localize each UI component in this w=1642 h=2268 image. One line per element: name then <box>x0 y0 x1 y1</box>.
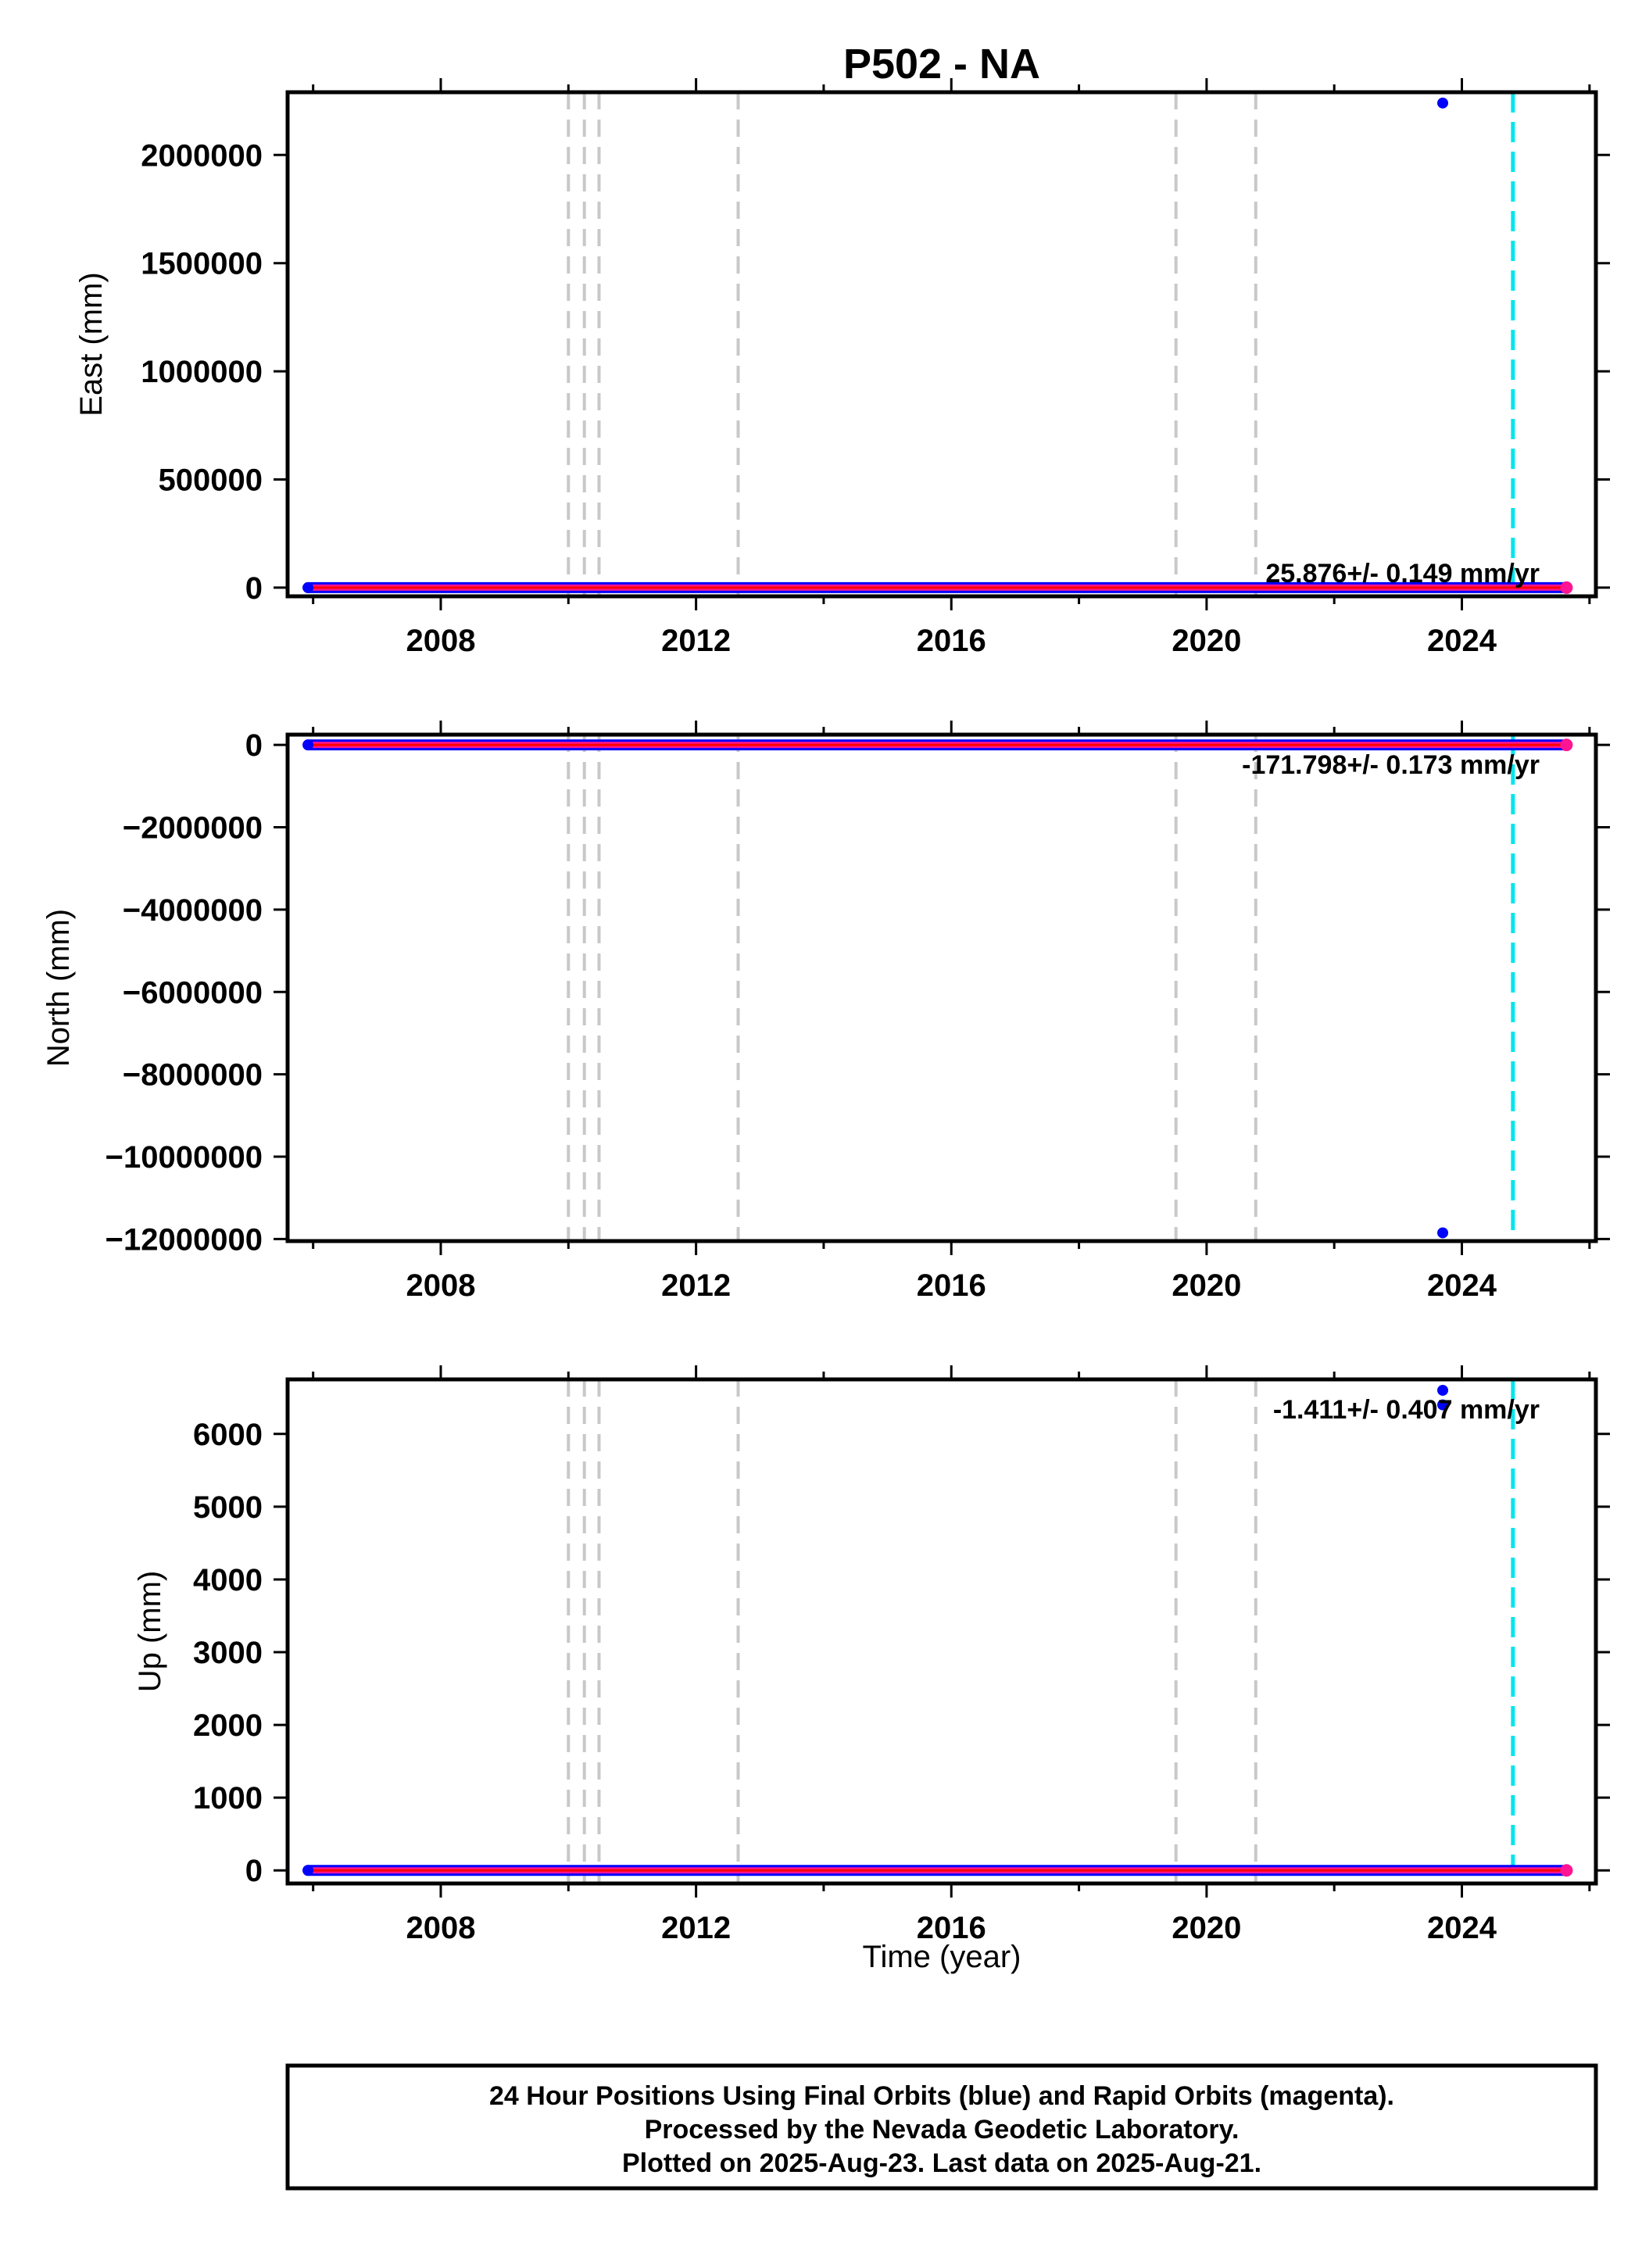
y-tick-label: 2000000 <box>141 138 263 173</box>
x-tick-label: 2020 <box>1172 1911 1241 1945</box>
panel-frame <box>285 732 1598 1243</box>
y-tick-label: −8000000 <box>123 1058 263 1093</box>
y-tick-label: 0 <box>245 571 263 606</box>
x-tick-label: 2008 <box>406 624 475 658</box>
panel-north: 0 −2000000 −4000000 −6000000 −8000000 −100000… <box>41 721 1610 1303</box>
footer-box: 24 Hour Positions Using Final Orbits (bl… <box>285 2063 1598 2191</box>
footer-border <box>285 2063 1598 2191</box>
x-tick-label: 2020 <box>1172 624 1241 658</box>
y-tick-label: 4000 <box>193 1563 263 1597</box>
y-axis-label: East (mm) <box>74 272 109 416</box>
x-tick-label: 2016 <box>917 1268 986 1303</box>
chart-title: P502 - NA <box>843 41 1040 88</box>
final-start-point <box>302 581 314 593</box>
outlier-point-2 <box>1437 1399 1449 1411</box>
x-tick-label: 2012 <box>661 1911 731 1945</box>
panel-east: 0 500000 1000000 1500000 2000000 2008 2012 2016… <box>74 78 1610 658</box>
x-tick-label: 2024 <box>1427 624 1497 658</box>
x-tick-label: 2020 <box>1172 1268 1241 1303</box>
y-tick-label: 0 <box>245 1854 263 1888</box>
x-axis-label: Time (year) <box>863 1940 1021 1974</box>
x-tick-label: 2008 <box>406 1268 475 1303</box>
rate-label: -171.798+/- 0.173 mm/yr <box>1242 750 1540 780</box>
y-tick-label: −12000000 <box>106 1222 263 1257</box>
final-start-point <box>302 739 314 751</box>
y-tick-label: 1500000 <box>141 247 263 281</box>
y-tick-label: −6000000 <box>123 975 263 1010</box>
outlier-point-1 <box>1437 1384 1449 1396</box>
x-tick-label: 2024 <box>1427 1268 1497 1303</box>
rate-label: 25.876+/- 0.149 mm/yr <box>1265 559 1540 588</box>
rate-label: -1.411+/- 0.407 mm/yr <box>1273 1395 1540 1425</box>
x-tick-label: 2016 <box>917 624 986 658</box>
outlier-point-1 <box>1437 97 1449 109</box>
y-tick-label: 500000 <box>159 463 263 498</box>
panel-frame <box>285 1377 1598 1886</box>
y-tick-label: 1000 <box>193 1781 263 1815</box>
y-tick-label: −4000000 <box>123 893 263 928</box>
x-tick-label: 2024 <box>1427 1911 1497 1945</box>
final-start-point <box>302 1865 314 1876</box>
footer-line-2: Processed by the Nevada Geodetic Laborat… <box>645 2115 1240 2145</box>
footer-line-1: 24 Hour Positions Using Final Orbits (bl… <box>489 2081 1394 2111</box>
x-tick-label: 2008 <box>406 1911 475 1945</box>
x-tick-label: 2012 <box>661 1268 731 1303</box>
footer-line-3: Plotted on 2025-Aug-23. Last data on 202… <box>622 2148 1261 2178</box>
y-tick-label: 6000 <box>193 1418 263 1452</box>
y-tick-label: −10000000 <box>106 1140 263 1175</box>
y-tick-label: 3000 <box>193 1636 263 1670</box>
x-tick-label: 2012 <box>661 624 731 658</box>
y-tick-label: 1000000 <box>141 355 263 389</box>
y-tick-label: 2000 <box>193 1708 263 1743</box>
y-axis-label: North (mm) <box>41 909 76 1067</box>
outlier-point-1 <box>1437 1227 1449 1239</box>
panel-up: 0 1000 2000 3000 4000 5000 6000 2008 2012 2016 202… <box>133 1365 1610 1945</box>
y-tick-label: 0 <box>245 728 263 763</box>
y-tick-label: −2000000 <box>123 811 263 846</box>
rapid-end-point <box>1560 1864 1573 1877</box>
y-axis-label: Up (mm) <box>133 1571 167 1693</box>
x-tick-label: 2016 <box>917 1911 986 1945</box>
rapid-end-point <box>1560 581 1573 594</box>
y-tick-label: 5000 <box>193 1490 263 1525</box>
rapid-end-point <box>1560 739 1573 752</box>
panel-frame <box>285 90 1598 599</box>
